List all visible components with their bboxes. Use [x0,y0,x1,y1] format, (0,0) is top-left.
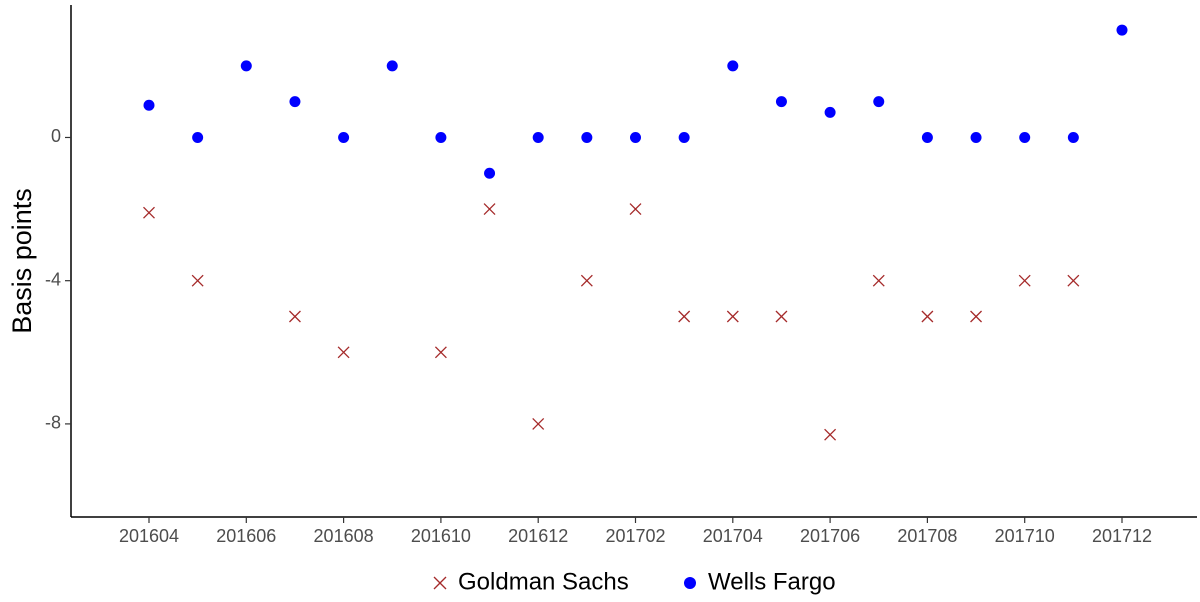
point [191,274,204,287]
point [970,310,983,323]
point-stroke [483,203,496,216]
point [337,346,350,359]
point-stroke [921,310,934,323]
point-stroke [970,310,983,323]
point [338,131,350,143]
point [727,60,739,72]
point-stroke [337,346,350,359]
point-stroke [629,203,642,216]
point-stroke [580,274,593,287]
point-stroke [824,428,837,441]
point [921,310,934,323]
legend-key [684,577,696,589]
y-axis-label: Basis points [7,188,37,334]
point-stroke [288,310,301,323]
point-stroke [678,310,691,323]
point [435,131,447,143]
point [824,428,837,441]
point [1067,131,1079,143]
x-tick-label: 201608 [314,526,374,546]
legend-label: Wells Fargo [708,568,836,595]
point-stroke [872,274,885,287]
y-tick-label: 0 [51,126,61,146]
point-stroke [191,274,204,287]
x-tick-label: 201612 [508,526,568,546]
x-tick-label: 201706 [800,526,860,546]
point [1019,131,1031,143]
point [678,131,690,143]
point [872,274,885,287]
point [143,99,155,111]
point-stroke [726,310,739,323]
point [1067,274,1080,287]
point [921,131,933,143]
point [1018,274,1031,287]
point [192,131,204,143]
point [580,274,593,287]
legend-key [433,576,447,590]
x-tick-label: 201712 [1092,526,1152,546]
point-stroke [1018,274,1031,287]
x-tick-label: 201604 [119,526,179,546]
y-tick-label: -8 [45,413,61,433]
point [484,167,496,179]
point-stroke [143,206,155,219]
point [775,310,788,323]
point [678,310,691,323]
x-tick-label: 201702 [605,526,665,546]
point [629,203,642,216]
point [386,60,398,72]
point [970,131,982,143]
point [726,310,739,323]
legend-key-stroke [433,576,447,590]
x-tick-label: 201606 [216,526,276,546]
point-stroke [434,346,447,359]
point [824,106,836,118]
point-stroke [532,417,545,430]
point [143,206,155,219]
x-tick-label: 201708 [897,526,957,546]
y-tick-label: -4 [45,269,61,289]
x-tick-label: 201704 [703,526,763,546]
point [1116,24,1128,36]
point [434,346,447,359]
point [483,203,496,216]
legend-label: Goldman Sachs [458,568,629,595]
point-stroke [775,310,788,323]
point [532,417,545,430]
point [630,131,641,143]
point [288,310,301,323]
point [873,96,885,108]
point [775,96,787,108]
point [581,131,593,143]
point-stroke [1067,274,1080,287]
point [240,60,252,72]
x-tick-label: 201610 [411,526,471,546]
point [289,96,301,108]
x-tick-label: 201710 [995,526,1055,546]
point [532,131,544,143]
